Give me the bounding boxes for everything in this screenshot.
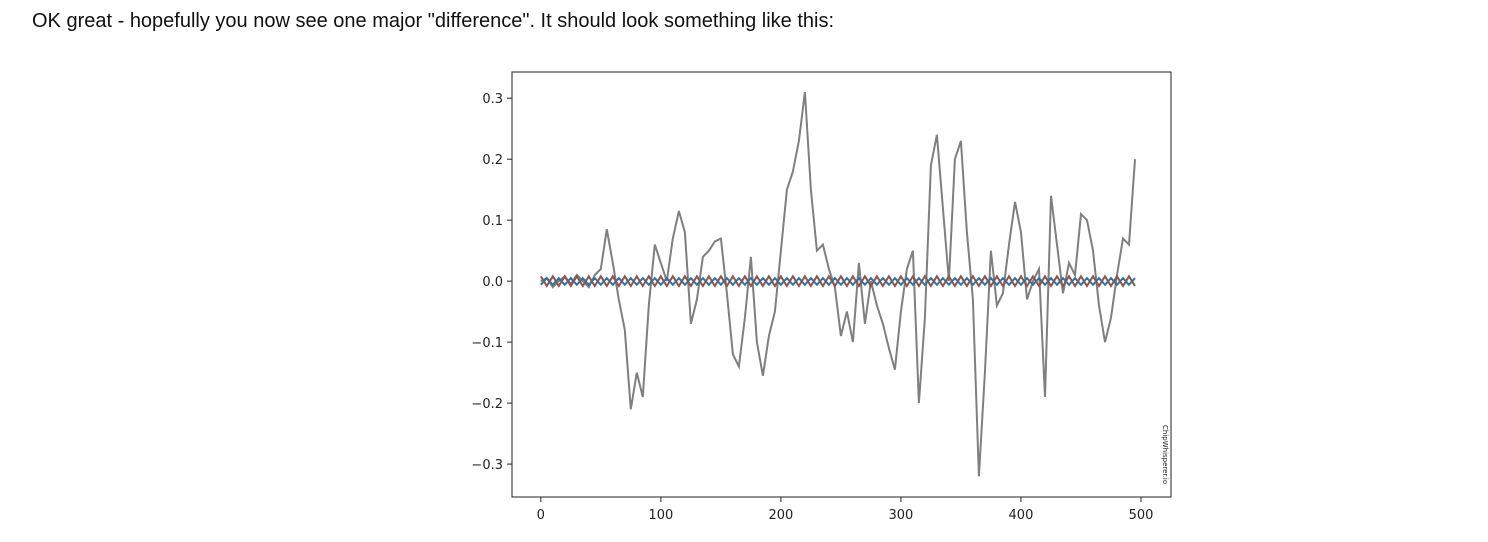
watermark: ChipWhisperer.io [1161, 425, 1169, 484]
x-tick-label: 200 [768, 508, 793, 523]
x-tick-label: 500 [1129, 508, 1154, 523]
x-tick-label: 0 [537, 508, 545, 523]
y-tick-label: 0.3 [482, 92, 503, 107]
y-tick-label: 0.2 [482, 153, 503, 168]
y-tick-label: 0.0 [482, 275, 503, 290]
line-series [539, 274, 1136, 288]
y-tick-label: −0.2 [471, 397, 503, 412]
y-tick-label: −0.3 [471, 458, 503, 473]
y-tick-label: 0.1 [482, 214, 503, 229]
line-series [540, 91, 1136, 477]
x-tick-label: 100 [648, 508, 673, 523]
x-tick-label: 300 [889, 508, 914, 523]
paragraph: OK great - hopefully you now see one maj… [32, 10, 835, 32]
axes-frame [511, 71, 1172, 498]
y-tick-label: −0.1 [471, 336, 503, 351]
x-tick-label: 400 [1009, 508, 1034, 523]
